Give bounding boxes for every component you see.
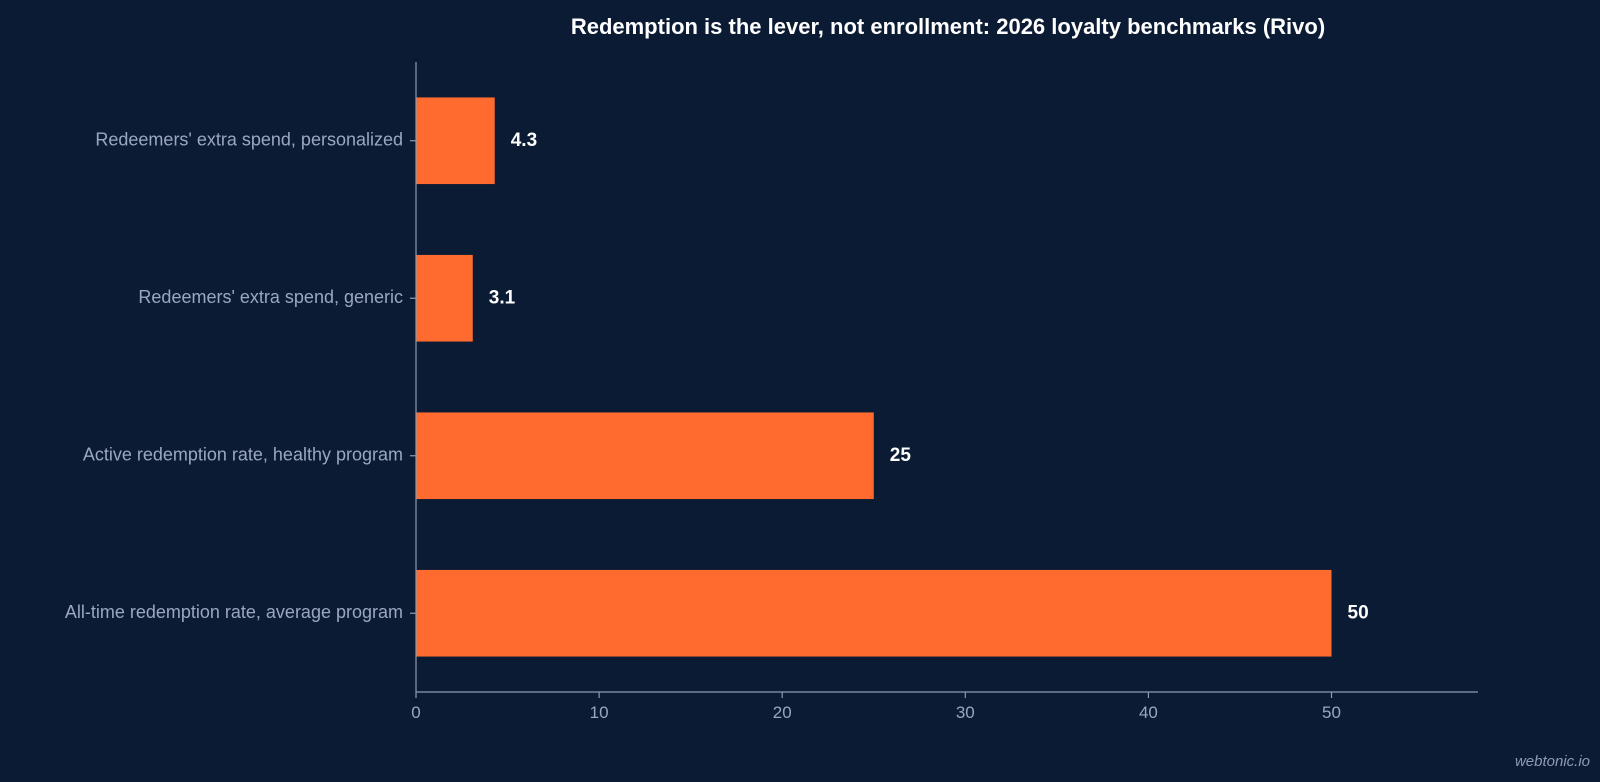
bar (416, 569, 1332, 657)
axes-layer: Redeemers' extra spend, personalized Rede… (65, 62, 1478, 722)
x-tick-label: 0 (411, 703, 420, 722)
category-label: Redeemers' extra spend, personalized (95, 130, 403, 150)
category-label: Active redemption rate, healthy program (83, 445, 403, 465)
bar (416, 97, 495, 185)
x-tick-label: 50 (1322, 703, 1341, 722)
data-label: 3.1 (489, 287, 516, 308)
bar (416, 412, 874, 500)
data-label: 4.3 (511, 130, 537, 151)
bar (416, 254, 473, 342)
watermark: webtonic.io (1515, 753, 1590, 770)
x-tick-label: 20 (773, 703, 792, 722)
chart-title: Redemption is the lever, not enrollment:… (571, 14, 1325, 39)
data-label: 25 (890, 445, 912, 466)
data-label: 50 (1348, 602, 1369, 623)
category-label: All-time redemption rate, average progra… (65, 602, 403, 622)
x-tick-label: 30 (956, 703, 975, 722)
x-tick-label: 40 (1139, 703, 1158, 722)
x-tick-label: 10 (590, 703, 609, 722)
bars-layer: 4.3 3.1 25 50 (416, 97, 1369, 657)
category-label: Redeemers' extra spend, generic (138, 287, 403, 307)
